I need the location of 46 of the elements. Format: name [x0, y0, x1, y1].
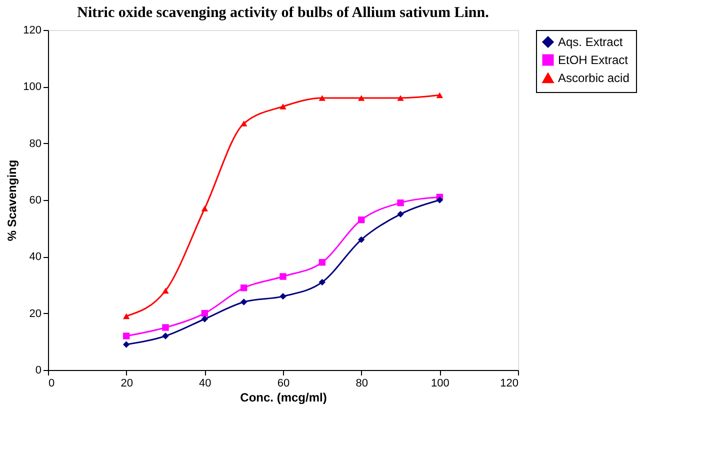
legend-label: EtOH Extract — [558, 53, 629, 67]
y-tick-label: 0 — [35, 364, 42, 376]
y-tick-label: 120 — [23, 24, 42, 36]
point — [318, 278, 326, 286]
point — [280, 273, 286, 280]
x-tick-label: 40 — [199, 378, 212, 390]
y-axis-title: % Scavenging — [5, 160, 20, 242]
y-tick-label: 60 — [29, 194, 42, 206]
point — [240, 284, 248, 292]
point — [318, 95, 326, 101]
x-tick-label: 100 — [430, 378, 450, 390]
y-tick-label: 80 — [29, 138, 42, 150]
chart-title: Nitric oxide scavenging activity of bulbs of Allium sativum Linn. — [77, 5, 490, 21]
point — [122, 313, 130, 320]
x-tick-label: 80 — [356, 378, 368, 390]
point — [162, 332, 169, 340]
point — [358, 95, 365, 101]
point — [280, 104, 286, 110]
point — [240, 298, 248, 306]
x-tick-label: 0 — [48, 378, 55, 390]
point — [436, 196, 444, 204]
point — [397, 199, 404, 206]
x-tick-label: 20 — [120, 378, 133, 390]
y-tick-label: 100 — [23, 81, 42, 94]
x-tick-label: 60 — [277, 378, 290, 390]
point — [122, 341, 130, 348]
legend-label: Aqs. Extract — [558, 35, 624, 49]
x-axis-title: Conc. (mcg/ml) — [240, 390, 327, 404]
point — [358, 216, 365, 224]
point — [436, 92, 444, 98]
point — [397, 95, 404, 101]
x-tick-label: 120 — [500, 378, 518, 390]
point — [201, 206, 208, 212]
y-tick-label: 20 — [29, 308, 42, 320]
y-tick-label: 40 — [29, 251, 42, 264]
point — [201, 310, 208, 317]
point — [358, 236, 365, 244]
point — [162, 288, 169, 294]
point — [280, 292, 286, 300]
point — [122, 332, 130, 340]
point — [201, 316, 208, 322]
legend-label: Ascorbic acid — [558, 71, 630, 85]
point — [240, 120, 248, 126]
point — [397, 210, 404, 218]
point — [318, 258, 326, 266]
point — [162, 324, 169, 331]
